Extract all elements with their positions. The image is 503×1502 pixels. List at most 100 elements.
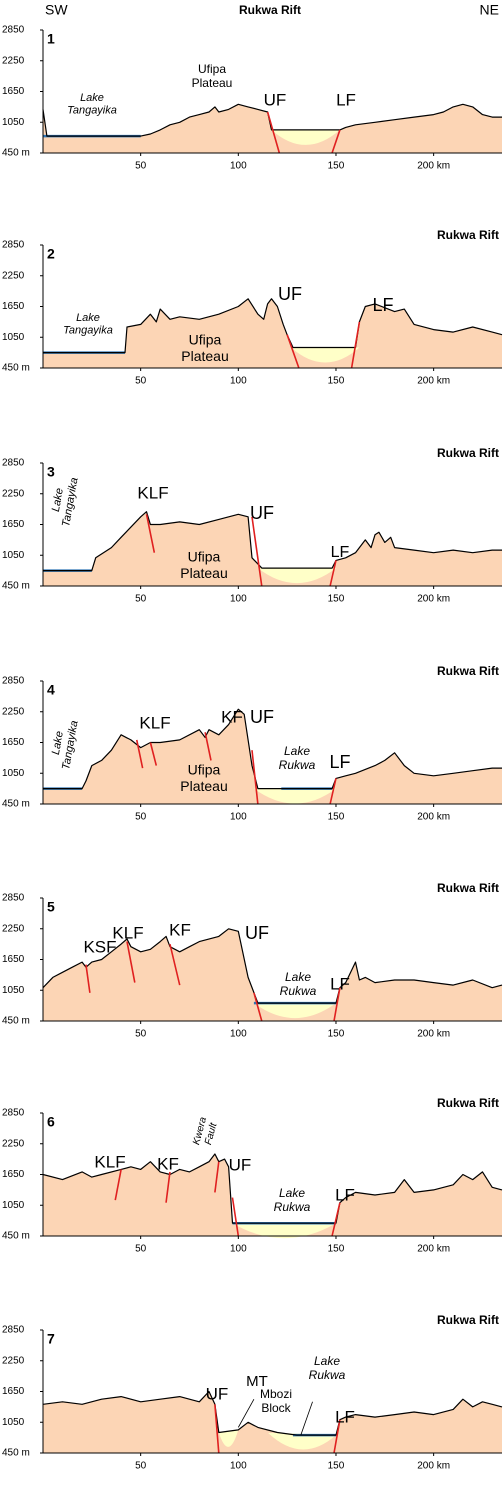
annotation: UF (250, 707, 274, 727)
panel-number: 4 (47, 682, 55, 698)
x-tick-label: 150 (328, 594, 345, 605)
annotation-text: Lake (285, 970, 311, 984)
annotation-text: MT (246, 1373, 268, 1390)
chart-title: Rukwa Rift (437, 228, 499, 242)
y-tick-label: 1650 (2, 86, 25, 97)
annotation-text: Block (261, 1401, 291, 1415)
annotation: LF (372, 295, 393, 315)
fault (253, 992, 263, 1022)
chart-title: Rukwa Rift (437, 881, 499, 895)
direction-label: SW (45, 2, 68, 18)
fault (286, 334, 300, 369)
x-tick-label: 200 km (417, 161, 450, 172)
fault (329, 560, 337, 587)
fault (145, 514, 156, 553)
chart-title: Rukwa Rift (437, 446, 499, 460)
basin-fill (271, 129, 340, 145)
x-tick-label: 100 (230, 1029, 247, 1040)
y-tick-label: 2250 (2, 488, 25, 499)
annotation-text: LF (335, 1407, 355, 1426)
annotation-text: KF (169, 920, 191, 939)
annotation: UF (229, 1155, 252, 1174)
annotation-text: UF (250, 503, 274, 523)
terrain-line (43, 511, 502, 572)
basin-fill (253, 1003, 336, 1019)
annotation-text: Tangayika (67, 105, 117, 117)
panel-number: 3 (47, 464, 55, 480)
terrain-fill (43, 928, 502, 1021)
annotation-text: KLF (94, 1152, 125, 1171)
x-tick-label: 200 km (417, 376, 450, 387)
annotation: KF (169, 920, 191, 939)
annotation-text: Ufipa (188, 549, 221, 565)
profile-panel: 450 m 1050 1650 2250 2850 50 100 150 200 km Rukwa… (2, 228, 503, 387)
annotation-text: UF (245, 923, 269, 943)
fault (231, 1197, 240, 1237)
annotation-text: LF (335, 1185, 355, 1204)
fault (329, 778, 337, 805)
annotation-text: Plateau (192, 76, 233, 90)
chart-title: Rukwa Rift (437, 664, 499, 678)
y-tick-label: 450 m (2, 1016, 30, 1027)
panel-number: 1 (47, 31, 55, 47)
x-tick-label: 150 (328, 1461, 345, 1472)
annotation: UF (245, 923, 269, 943)
x-tick-label: 50 (135, 594, 147, 605)
terrain-line (42, 1153, 503, 1224)
terrain-fill (43, 298, 502, 368)
profile-panel: 450 m 1050 1650 2250 2850 50 100 150 200 km Rukwa… (2, 1313, 503, 1472)
y-tick-label: 2250 (2, 270, 25, 281)
x-tick-label: 50 (135, 161, 147, 172)
annotation-text: LF (330, 974, 350, 993)
fault (333, 987, 341, 1022)
y-tick-label: 2250 (2, 706, 25, 717)
y-tick-label: 2250 (2, 923, 25, 934)
x-tick-label: 200 km (417, 1029, 450, 1040)
annotation: KSF (83, 937, 116, 956)
y-tick-label: 2250 (2, 55, 25, 66)
fault (350, 321, 361, 369)
annotation: LF (330, 974, 350, 993)
y-tick-label: 1650 (2, 519, 25, 530)
terrain-line (43, 708, 502, 790)
annotation-text: KF (157, 1154, 179, 1173)
x-tick-label: 150 (328, 161, 345, 172)
x-tick-label: 200 km (417, 812, 450, 823)
annotation-text: LF (372, 295, 393, 315)
chart-title: Rukwa Rift (437, 1096, 499, 1110)
x-tick-label: 50 (135, 1461, 147, 1472)
annotation: KLF (94, 1152, 125, 1171)
annotation-text: Plateau (181, 348, 228, 364)
x-tick-label: 100 (230, 1244, 247, 1255)
basin-fill (253, 788, 336, 804)
annotation-text: Lake (50, 487, 66, 513)
fault (214, 1404, 220, 1454)
annotation: KLF (137, 483, 168, 502)
annotation-text: Lake (50, 730, 66, 756)
terrain-line (42, 928, 503, 1004)
fault (266, 111, 281, 154)
y-tick-label: 2850 (2, 676, 25, 687)
fault (169, 943, 181, 986)
terrain-fill (43, 1391, 502, 1453)
annotation: LF (335, 1185, 355, 1204)
y-tick-label: 1050 (2, 1200, 25, 1211)
x-tick-label: 50 (135, 812, 147, 823)
y-tick-label: 2850 (2, 1325, 25, 1336)
annotation-text: Lake (284, 744, 310, 758)
x-tick-label: 50 (135, 1244, 147, 1255)
basin-fill (232, 1223, 336, 1239)
annotation: LF (336, 90, 356, 109)
y-tick-label: 450 m (2, 799, 30, 810)
y-tick-label: 450 m (2, 363, 30, 374)
annotation: KLF (139, 713, 170, 732)
